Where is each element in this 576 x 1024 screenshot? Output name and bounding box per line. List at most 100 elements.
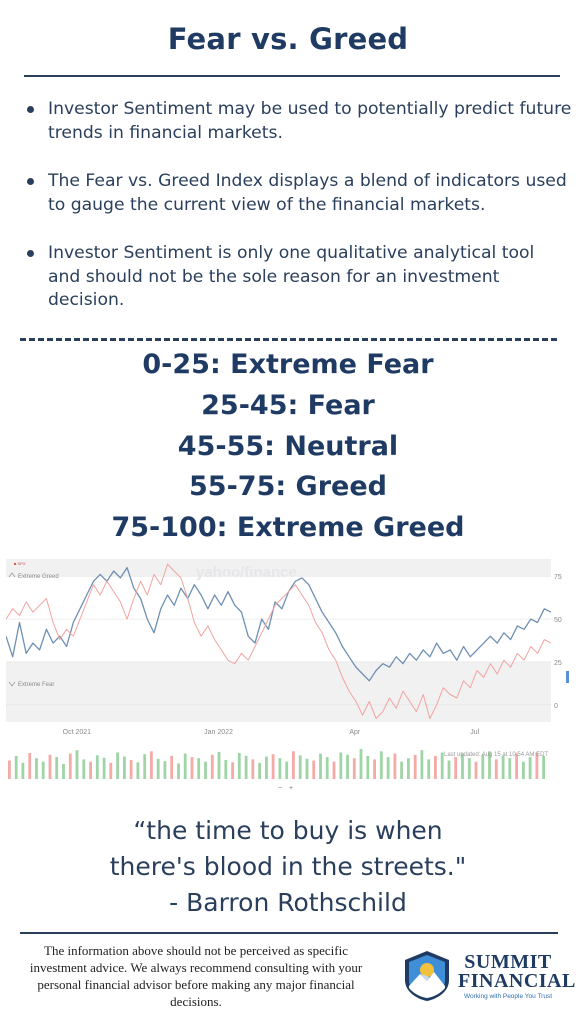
volume-bar	[224, 760, 228, 779]
volume-bar	[454, 757, 458, 779]
volume-bar	[474, 761, 478, 779]
volume-bar	[170, 755, 174, 779]
legend-chip: ■ SPX	[14, 561, 26, 566]
logo-line-financial: FINANCIAL	[458, 970, 576, 992]
volume-bar	[413, 754, 417, 779]
volume-bar	[278, 758, 282, 779]
volume-bars	[8, 749, 545, 779]
volume-bar	[373, 759, 376, 779]
volume-bar	[116, 752, 119, 779]
volume-bar	[123, 756, 126, 779]
volume-bar	[535, 752, 539, 779]
x-axis-ticks: Oct 2021 Jan 2022 Apr Jul	[63, 729, 480, 736]
bullet-list: Investor Sentiment may be used to potent…	[24, 98, 572, 338]
logo-line-summit: SUMMIT	[464, 951, 552, 973]
page-title: Fear vs. Greed	[167, 22, 409, 56]
quote-author: - Barron Rothschild	[169, 888, 407, 917]
volume-bar	[386, 757, 390, 779]
volume-bar	[332, 761, 336, 779]
volume-bar	[400, 761, 403, 779]
logo-name: SUMMIT FINANCIAL	[458, 951, 576, 992]
volume-bar	[434, 755, 437, 779]
range-neutral: 45-55: Neutral	[177, 430, 399, 462]
volume-bar	[312, 760, 316, 779]
volume-bar	[143, 754, 147, 779]
volume-bar	[501, 755, 505, 779]
volume-bar	[427, 759, 431, 779]
bullet-dot-icon	[27, 250, 34, 257]
x-tick-label: Apr	[349, 729, 361, 736]
quote-line: there's blood in the streets."	[109, 852, 467, 881]
gridlines	[6, 575, 551, 706]
volume-bar	[109, 762, 113, 779]
chevron-up-icon	[8, 572, 16, 578]
volume-bar	[251, 759, 255, 779]
zoom-out-button[interactable]: −	[278, 785, 282, 792]
y-tick-label: 0	[554, 703, 558, 710]
volume-bar	[163, 761, 167, 779]
volume-bar	[292, 751, 295, 779]
bullet-dot-icon	[27, 106, 34, 113]
volume-bar	[447, 760, 451, 779]
mountain-emblem-icon	[405, 951, 449, 1001]
volume-bar	[271, 754, 275, 779]
volume-bar	[366, 755, 370, 779]
volume-bar	[305, 758, 309, 779]
title-divider	[24, 75, 560, 77]
volume-bar	[339, 752, 343, 779]
volume-bar	[82, 759, 86, 779]
volume-bar	[68, 753, 72, 779]
volume-bar	[515, 753, 518, 779]
quote-line: “the time to buy is when	[133, 816, 443, 845]
volume-bar	[55, 757, 59, 779]
volume-bar	[41, 761, 45, 779]
volume-bar	[265, 756, 268, 779]
chevron-down-icon	[8, 681, 16, 687]
volume-bar	[129, 760, 133, 779]
x-tick-label: Oct 2021	[63, 729, 92, 736]
volume-bar	[467, 758, 471, 779]
range-fear: 25-45: Fear	[201, 389, 375, 421]
volume-bar	[359, 749, 363, 779]
extreme-fear-zone	[6, 661, 551, 722]
zoom-in-button[interactable]: +	[289, 785, 293, 792]
bullet-text: Investor Sentiment is only one qualitati…	[48, 243, 535, 310]
dashed-divider	[20, 338, 557, 341]
volume-bar	[217, 751, 221, 779]
volume-bar	[95, 755, 99, 779]
volume-bar	[197, 758, 201, 779]
volume-bar	[150, 751, 153, 779]
last-updated-text: Last updated: Aug 15 at 10:54 AM EDT	[444, 752, 548, 758]
volume-bar	[420, 750, 424, 779]
summit-financial-logo: SUMMIT FINANCIAL Working with People You…	[400, 946, 576, 1004]
yahoo-watermark: yahoo/finance	[196, 564, 297, 581]
x-tick-label: Jan 2022	[204, 729, 233, 736]
volume-bar	[102, 757, 106, 779]
bullet-item: Investor Sentiment may be used to potent…	[24, 98, 572, 145]
volume-bar	[183, 753, 187, 779]
volume-bar	[352, 758, 356, 779]
footer-divider	[20, 932, 558, 934]
volume-bar	[346, 754, 349, 779]
bullet-item: Investor Sentiment is only one qualitati…	[24, 242, 572, 313]
volume-bar	[28, 753, 32, 779]
volume-bar	[14, 755, 18, 779]
bullet-item: The Fear vs. Greed Index displays a blen…	[24, 170, 572, 217]
bullet-text: Investor Sentiment may be used to potent…	[48, 99, 572, 143]
volume-bar	[75, 750, 79, 779]
sentiment-ranges: 0-25: Extreme Fear 25-45: Fear 45-55: Ne…	[0, 345, 576, 549]
volume-bar	[204, 761, 207, 779]
disclaimer-text: The information above should not be perc…	[29, 943, 363, 1009]
extreme-greed-zone	[6, 559, 551, 577]
volume-bar	[237, 753, 241, 779]
range-extreme-greed: 75-100: Extreme Greed	[111, 512, 465, 544]
volume-bar	[285, 761, 289, 779]
chart-svg: yahoo/finance ■ SPX Extreme Greed Extrem…	[6, 559, 569, 792]
scroll-handle[interactable]	[566, 671, 569, 683]
volume-bar	[325, 757, 329, 779]
volume-bar	[62, 764, 65, 779]
bullet-text: The Fear vs. Greed Index displays a blen…	[48, 171, 567, 215]
volume-bar	[298, 755, 302, 779]
volume-bar	[494, 759, 498, 779]
volume-bar	[8, 760, 11, 779]
